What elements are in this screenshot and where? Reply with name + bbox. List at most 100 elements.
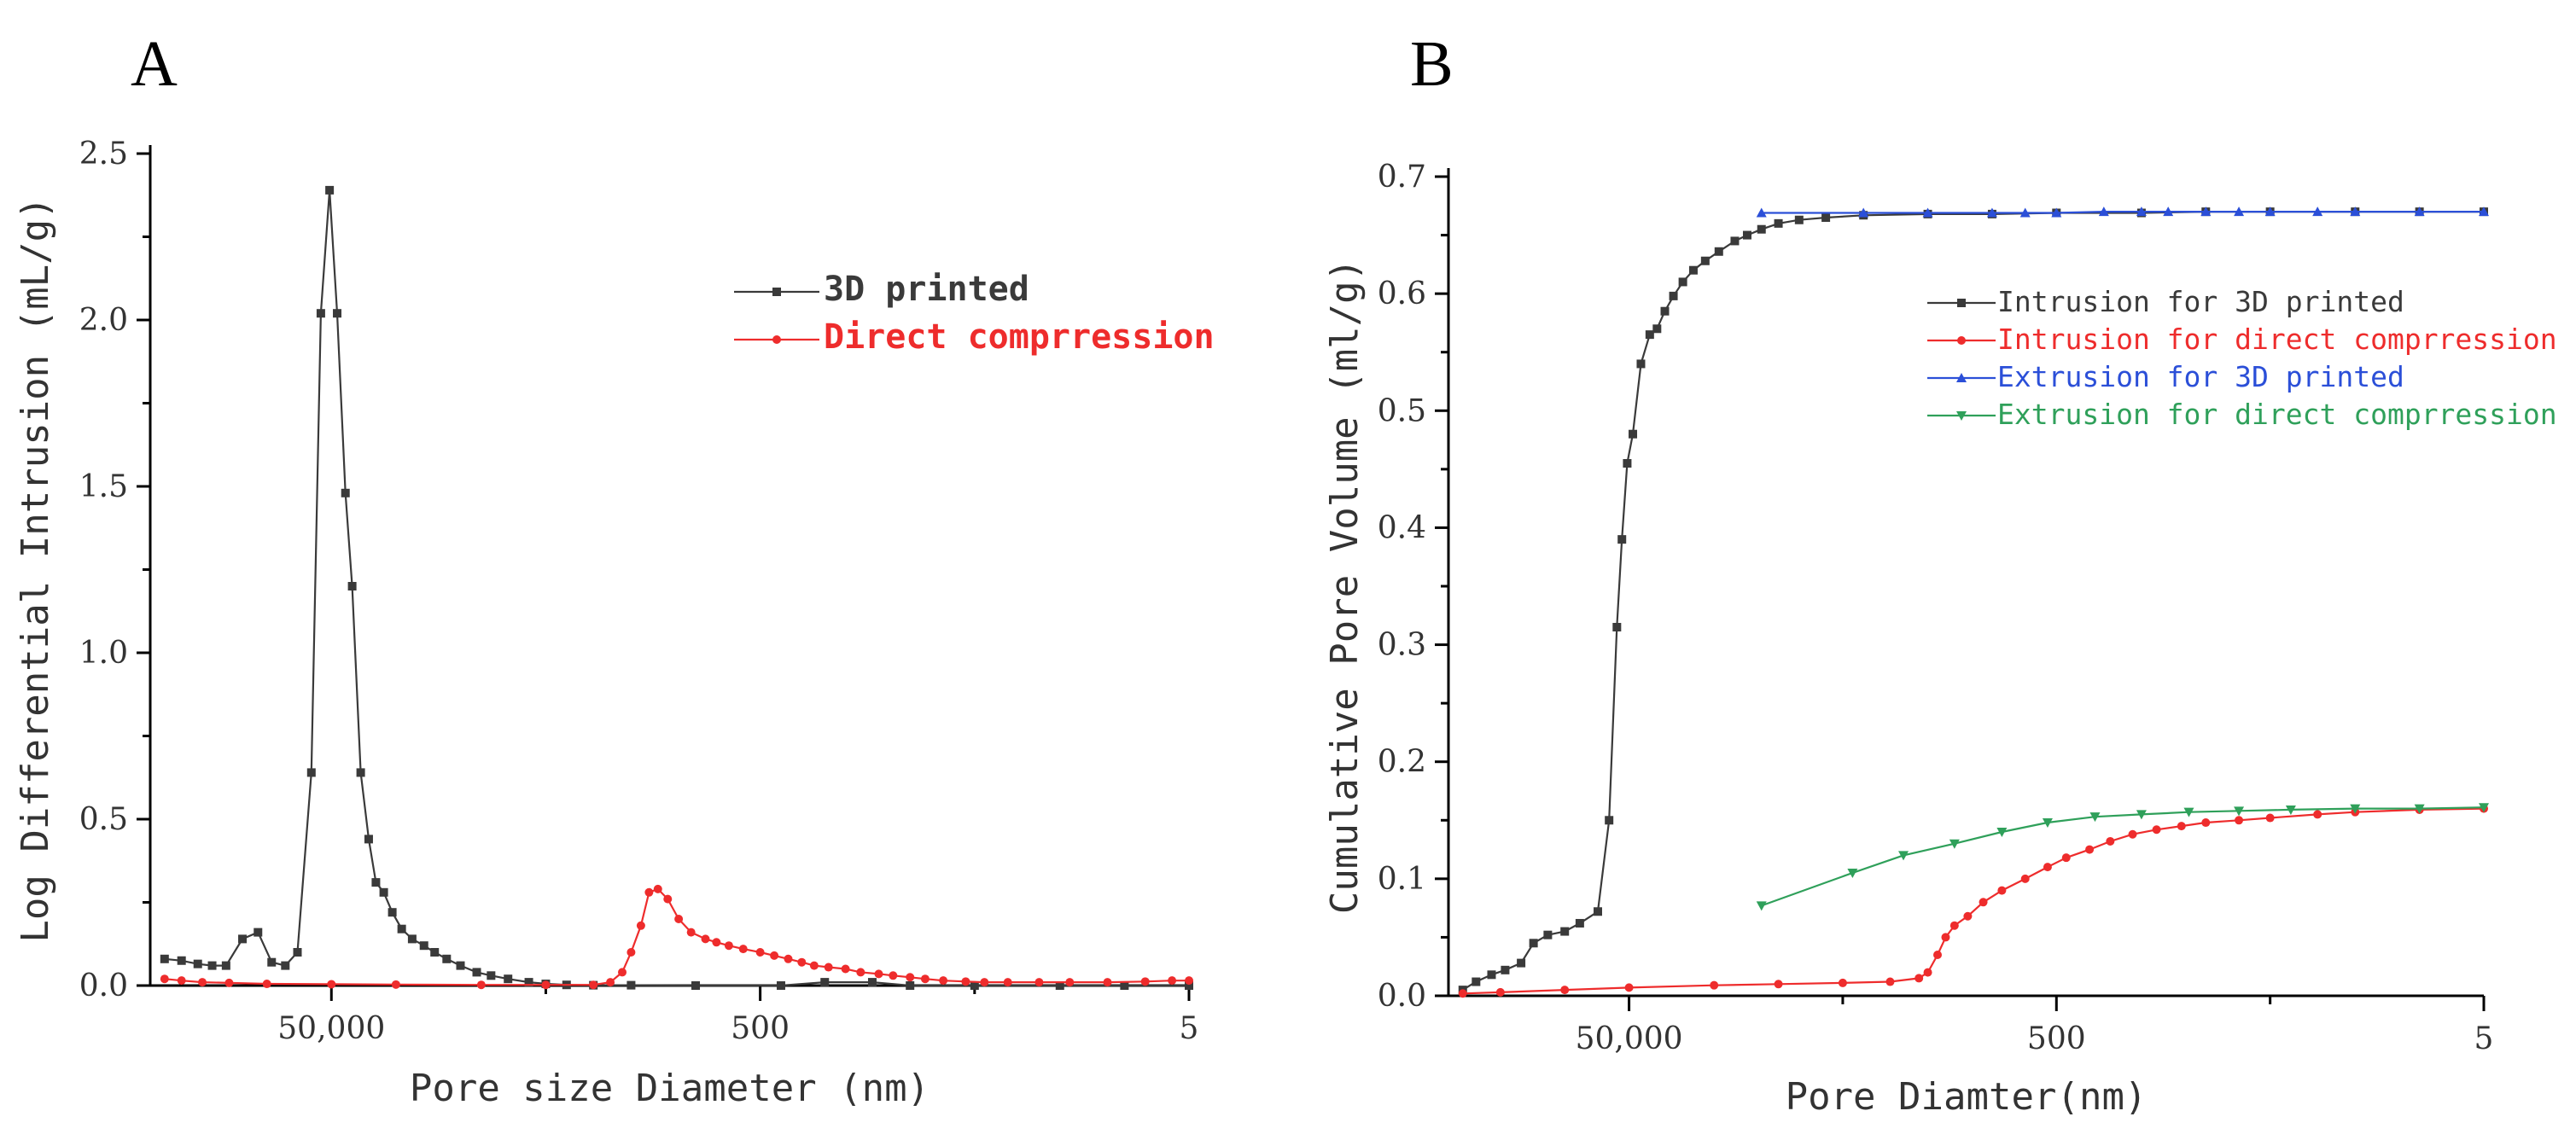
data-point bbox=[1678, 277, 1687, 287]
data-point bbox=[1629, 429, 1638, 439]
data-point bbox=[2350, 206, 2361, 217]
legend-marker bbox=[1957, 299, 1966, 307]
data-point bbox=[430, 948, 440, 957]
data-point bbox=[653, 884, 662, 893]
data-point bbox=[1636, 359, 1646, 369]
data-point bbox=[160, 974, 169, 984]
panel-b: B 0.0 0.1 0.2 0.3 0.4 0.5 0.6 0.7 50,000 500 5 Pore … bbox=[1323, 28, 2557, 1119]
data-point bbox=[970, 981, 979, 990]
data-point bbox=[824, 963, 833, 972]
data-point bbox=[1623, 459, 1632, 468]
data-point bbox=[198, 978, 207, 987]
data-point bbox=[1065, 978, 1075, 987]
data-point bbox=[1517, 958, 1526, 968]
data-point bbox=[1495, 987, 1505, 997]
y-tick-label: 0.2 bbox=[1378, 745, 1426, 780]
x-tick-label: 500 bbox=[731, 1011, 790, 1046]
y-axis-title: Log Differential Intrusion (mL/g) bbox=[14, 196, 57, 942]
data-point bbox=[1034, 978, 1044, 987]
data-point bbox=[442, 954, 452, 963]
data-point bbox=[627, 980, 636, 990]
data-point bbox=[691, 981, 701, 990]
data-point bbox=[325, 185, 335, 195]
legend-label: Extrusion for 3D printed bbox=[1997, 360, 2404, 393]
data-point bbox=[1730, 236, 1740, 246]
data-point bbox=[160, 954, 169, 963]
data-point bbox=[770, 951, 779, 960]
data-point bbox=[1185, 981, 1193, 990]
x-axis-title: Pore size Diameter (nm) bbox=[410, 1067, 930, 1110]
data-point bbox=[397, 924, 406, 934]
y-tick-label: 0.5 bbox=[79, 802, 128, 837]
y-tick-label: 0.6 bbox=[1378, 276, 1426, 311]
data-point bbox=[1593, 907, 1602, 916]
data-point bbox=[1652, 324, 1662, 334]
data-point bbox=[867, 978, 877, 987]
y-tick-label: 0.5 bbox=[1378, 393, 1426, 428]
data-point bbox=[224, 978, 234, 987]
y-tick-label: 2.5 bbox=[79, 137, 128, 172]
series-extrusion-for-3d-printed bbox=[1756, 206, 2489, 218]
data-point bbox=[504, 974, 513, 984]
data-point bbox=[2051, 207, 2062, 218]
data-point bbox=[1986, 207, 1997, 218]
data-point bbox=[2414, 206, 2425, 217]
x-tick-label: 50,000 bbox=[277, 1011, 385, 1046]
data-point bbox=[379, 887, 388, 897]
data-point bbox=[476, 980, 486, 990]
data-point bbox=[2136, 810, 2147, 820]
data-point bbox=[797, 957, 807, 967]
data-point bbox=[306, 768, 316, 777]
data-point bbox=[419, 941, 428, 951]
data-point bbox=[1963, 911, 1973, 921]
data-point bbox=[980, 978, 989, 987]
legend-label: Direct comprression bbox=[824, 317, 1215, 357]
x-tick-label: 500 bbox=[2027, 1021, 2086, 1056]
data-point bbox=[906, 973, 915, 982]
data-point bbox=[2106, 836, 2115, 846]
data-point bbox=[1543, 930, 1553, 939]
y-tick-label: 1.5 bbox=[79, 469, 128, 504]
data-point bbox=[1560, 986, 1570, 995]
data-point bbox=[776, 981, 785, 990]
data-point bbox=[712, 938, 721, 947]
legend-marker bbox=[1956, 411, 1967, 421]
data-point bbox=[2265, 813, 2275, 823]
data-point bbox=[1922, 207, 1933, 218]
data-point bbox=[487, 971, 496, 980]
data-point bbox=[1714, 247, 1723, 256]
data-point bbox=[221, 961, 230, 970]
data-point bbox=[2183, 807, 2194, 817]
data-point bbox=[1933, 951, 1943, 959]
legend-label: Extrusion for direct comprression bbox=[1997, 398, 2557, 431]
data-point bbox=[2177, 822, 2186, 831]
data-point bbox=[2019, 207, 2031, 218]
data-point bbox=[724, 941, 733, 951]
data-point bbox=[1949, 921, 1959, 930]
data-point bbox=[1710, 980, 1719, 990]
data-point bbox=[407, 934, 417, 944]
data-point bbox=[262, 980, 271, 989]
data-point bbox=[1472, 977, 1481, 986]
data-point bbox=[1645, 330, 1654, 340]
data-point bbox=[364, 835, 373, 844]
data-point bbox=[1617, 535, 1627, 544]
data-point bbox=[1140, 977, 1150, 986]
data-point bbox=[177, 976, 186, 986]
data-point bbox=[2479, 206, 2489, 217]
data-point bbox=[1915, 974, 1924, 983]
data-point bbox=[1003, 978, 1012, 987]
series-extrusion-for-direct-comprression bbox=[1756, 803, 2489, 911]
data-point bbox=[2128, 829, 2137, 839]
data-point bbox=[1700, 256, 1710, 265]
y-tick-label: 0.4 bbox=[1378, 510, 1426, 545]
panel-letter: B bbox=[1410, 28, 1454, 100]
data-point bbox=[1612, 623, 1622, 631]
data-point bbox=[663, 894, 673, 904]
data-point bbox=[1941, 933, 1950, 942]
y-tick-label: 0.3 bbox=[1378, 628, 1426, 663]
y-tick-label: 0.7 bbox=[1378, 160, 1426, 195]
data-point bbox=[177, 956, 186, 965]
data-point bbox=[293, 948, 302, 957]
data-point bbox=[939, 976, 948, 986]
